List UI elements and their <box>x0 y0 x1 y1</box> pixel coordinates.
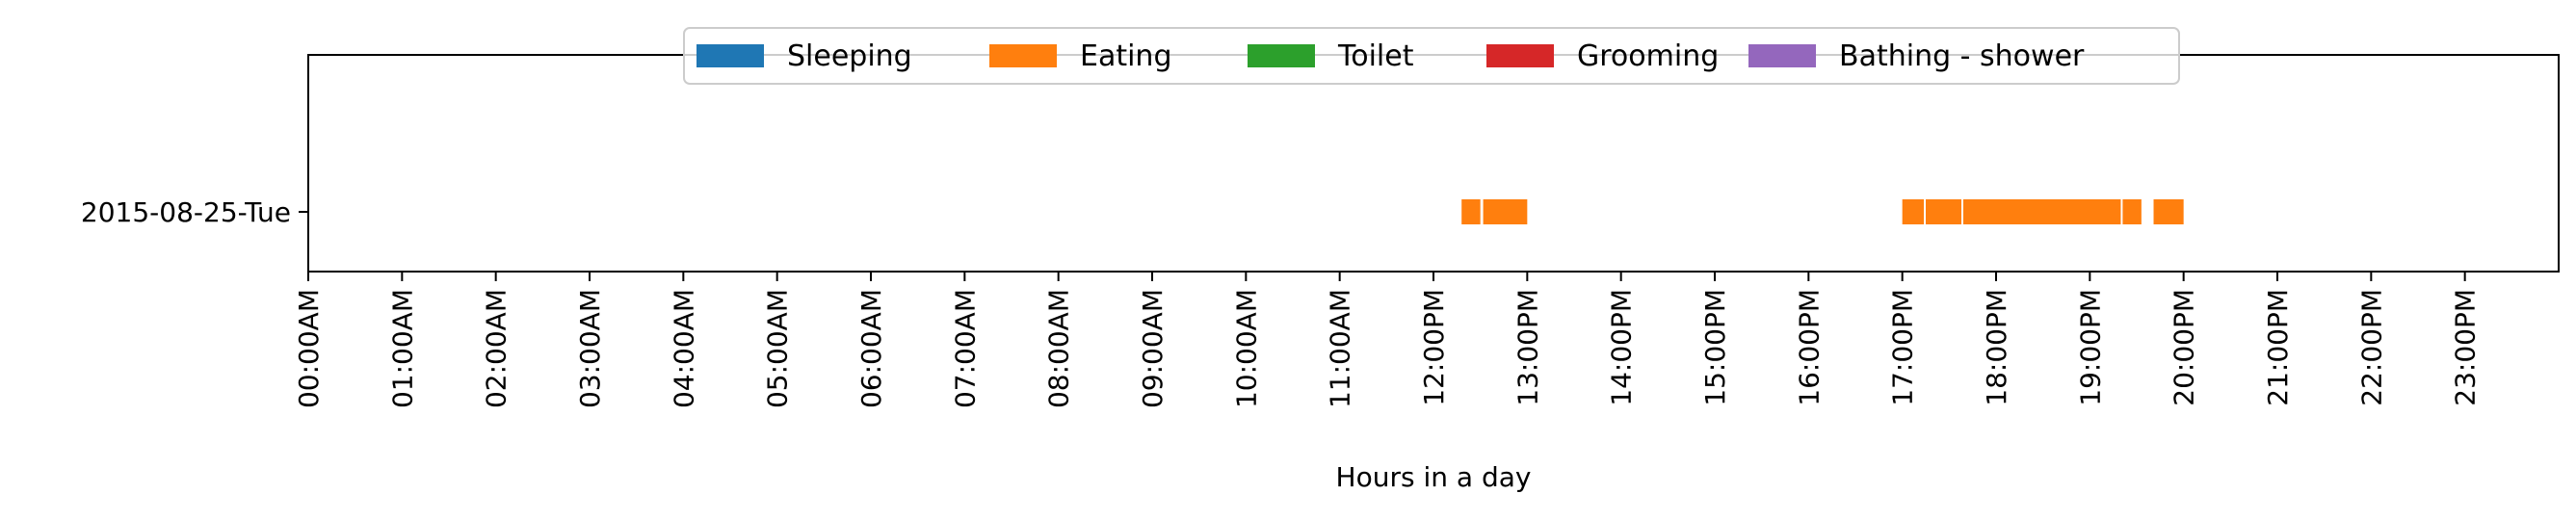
legend-label-bathing-shower: Bathing - shower <box>1839 39 2085 73</box>
x-axis-label: Hours in a day <box>1336 461 1532 493</box>
x-tick-label: 09:00AM <box>1137 289 1169 408</box>
x-tick-label: 17:00PM <box>1887 289 1919 406</box>
legend-swatch-grooming <box>1486 44 1554 67</box>
legend-swatch-toilet <box>1248 44 1315 67</box>
bar-eating <box>1902 199 1925 224</box>
legend-swatch-sleeping <box>697 44 764 67</box>
x-tick-label: 00:00AM <box>293 289 325 408</box>
legend-label-eating: Eating <box>1080 39 1172 73</box>
legend-label-toilet: Toilet <box>1337 39 1414 73</box>
x-tick-label: 02:00AM <box>481 289 513 408</box>
x-tick-label: 07:00AM <box>949 289 981 408</box>
x-tick-label: 13:00PM <box>1511 289 1543 406</box>
x-tick-label: 08:00AM <box>1043 289 1075 408</box>
x-tick-label: 03:00AM <box>574 289 606 408</box>
x-tick-label: 15:00PM <box>1699 289 1731 406</box>
x-tick-label: 04:00AM <box>668 289 699 408</box>
legend-swatch-eating <box>989 44 1057 67</box>
x-tick-label: 10:00AM <box>1230 289 1262 408</box>
bar-eating <box>1461 199 1481 224</box>
legend-swatch-bathing-shower <box>1748 44 1816 67</box>
bar-eating <box>1962 199 2121 224</box>
x-tick-label: 19:00PM <box>2074 289 2106 406</box>
legend-box <box>683 27 2180 85</box>
bar-eating <box>1483 199 1528 224</box>
x-tick-label: 01:00AM <box>386 289 418 408</box>
bar-eating <box>2122 199 2142 224</box>
x-tick-label: 11:00AM <box>1325 289 1356 408</box>
legend: Sleeping Eating Toilet Grooming Bathing - sh… <box>683 27 2180 85</box>
x-tick-label: 18:00PM <box>1981 289 2012 406</box>
x-tick-label: 05:00AM <box>762 289 794 408</box>
x-axis: 00:00AM 01:00AM 02:00AM 03:00AM 04:00AM 05:00… <box>293 272 2482 408</box>
activity-bars <box>1461 199 2184 224</box>
x-tick-label: 20:00PM <box>2169 289 2200 406</box>
x-tick-label: 14:00PM <box>1606 289 1638 406</box>
x-tick-label: 21:00PM <box>2262 289 2294 406</box>
y-axis: 2015-08-25-Tue <box>81 196 308 228</box>
bar-eating <box>2153 199 2184 224</box>
x-tick-label: 16:00PM <box>1793 289 1825 406</box>
x-tick-label: 12:00PM <box>1418 289 1450 406</box>
legend-label-sleeping: Sleeping <box>787 39 912 73</box>
y-tick-label: 2015-08-25-Tue <box>81 196 291 228</box>
x-tick-label: 22:00PM <box>2355 289 2387 406</box>
bar-eating <box>1926 199 1961 224</box>
x-tick-label: 23:00PM <box>2450 289 2482 406</box>
x-tick-label: 06:00AM <box>855 289 887 408</box>
legend-label-grooming: Grooming <box>1577 39 1719 73</box>
